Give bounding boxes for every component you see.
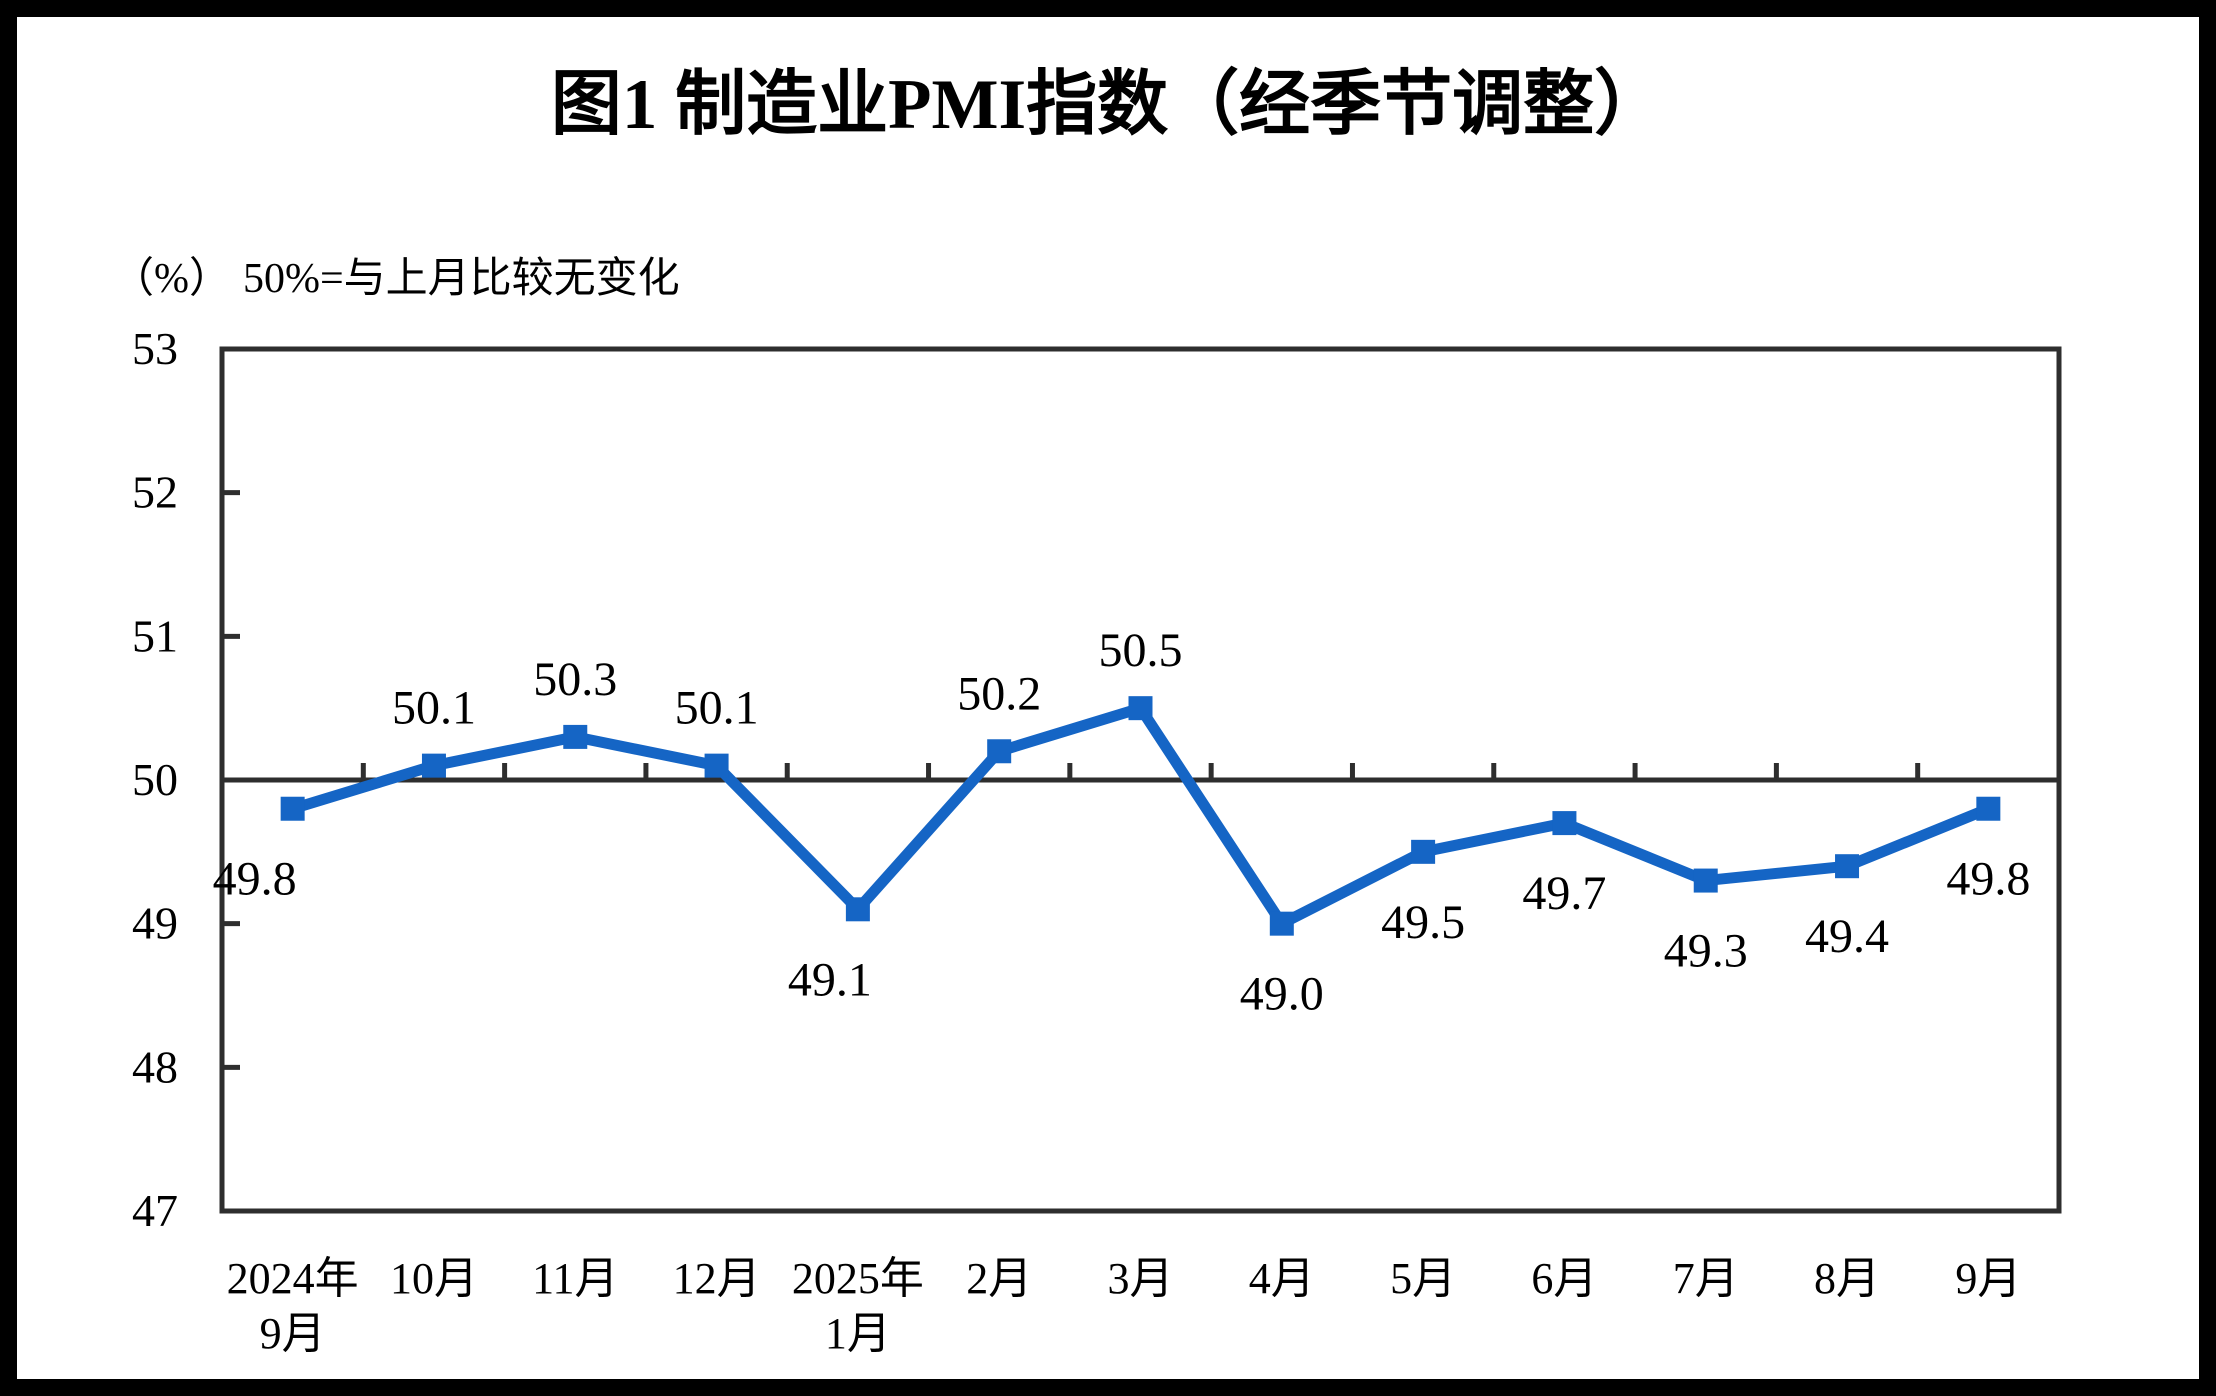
data-point-marker — [280, 796, 305, 821]
data-point-marker — [1411, 839, 1436, 864]
data-point-marker — [987, 739, 1012, 764]
x-axis-category-label: 11月 — [532, 1254, 618, 1303]
x-axis-category-label: 9月 — [1955, 1254, 2021, 1303]
data-point-marker — [563, 724, 588, 749]
data-point-label: 50.3 — [533, 653, 617, 706]
data-point-label: 49.4 — [1805, 910, 1889, 963]
y-axis-tick-label: 50 — [132, 754, 178, 805]
data-point-label: 50.5 — [1099, 624, 1183, 677]
y-axis-tick-label: 47 — [132, 1185, 178, 1236]
x-axis-category-label: 2024年 9月 — [227, 1254, 359, 1358]
data-point-marker — [1269, 911, 1294, 936]
reference-note: 50%=与上月比较无变化 — [243, 255, 680, 302]
data-point-label: 49.0 — [1240, 968, 1324, 1021]
pmi-series-line — [291, 702, 1991, 930]
x-axis-category-label: 8月 — [1814, 1254, 1880, 1303]
y-axis-tick-label: 53 — [132, 323, 178, 374]
y-axis-tick-label: 52 — [132, 467, 178, 518]
x-axis-category-label: 5月 — [1390, 1254, 1456, 1303]
data-point-marker — [421, 753, 446, 778]
x-axis-category-label: 4月 — [1249, 1254, 1315, 1303]
data-point-label: 49.8 — [1946, 853, 2030, 906]
pmi-line-chart: 图1 制造业PMI指数（经季节调整） （%） 50%=与上月比较无变化 47 48… — [112, 66, 2062, 1358]
data-point-marker — [1552, 811, 1577, 836]
data-point-marker — [1128, 696, 1153, 721]
x-axis-category-label: 2月 — [966, 1254, 1032, 1303]
x-axis-category-label: 12月 — [673, 1254, 761, 1303]
data-point-marker — [1835, 854, 1860, 879]
y-axis-tick-label: 48 — [132, 1041, 178, 1092]
data-point-label: 49.7 — [1522, 867, 1606, 920]
data-point-marker — [1976, 796, 2001, 821]
y-axis-tick-label: 49 — [132, 898, 178, 949]
y-axis-tick-label: 51 — [132, 610, 178, 661]
x-axis-category-label: 2025年 1月 — [792, 1254, 924, 1358]
chart-title: 图1 制造业PMI指数（经季节调整） — [551, 66, 1665, 144]
data-point-label: 50.1 — [675, 682, 759, 735]
data-point-label: 49.8 — [213, 853, 297, 906]
data-point-label: 49.3 — [1664, 925, 1748, 978]
data-point-marker — [704, 753, 729, 778]
data-point-marker — [845, 897, 870, 922]
x-axis-category-label: 10月 — [390, 1254, 478, 1303]
data-point-label: 50.1 — [392, 682, 476, 735]
x-axis-category-label: 7月 — [1673, 1254, 1739, 1303]
y-axis-unit-label: （%） — [112, 256, 231, 302]
data-point-label: 49.1 — [788, 953, 872, 1006]
data-point-label: 50.2 — [957, 667, 1041, 720]
plot-area: 47 48 49 50 51 52 53 49.8 50.1 50.3 50.1 49.1 50.2 50… — [132, 323, 2062, 1358]
x-axis-category-label: 6月 — [1531, 1254, 1597, 1303]
x-axis-category-label: 3月 — [1108, 1254, 1174, 1303]
data-point-marker — [1693, 868, 1718, 893]
data-point-label: 49.5 — [1381, 896, 1465, 949]
